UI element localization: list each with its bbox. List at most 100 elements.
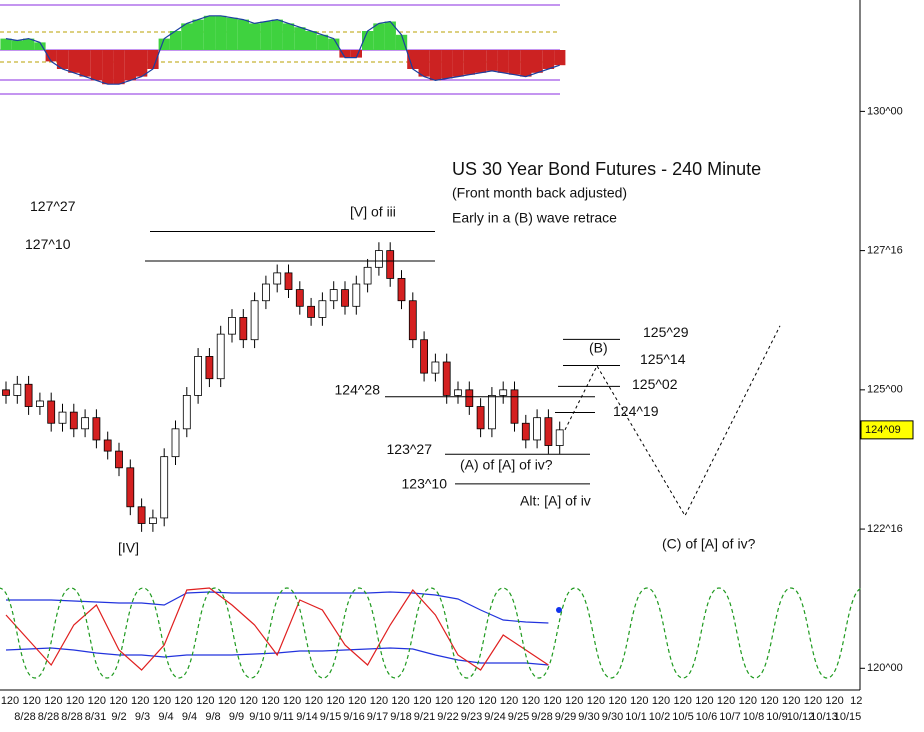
histogram-bar	[520, 50, 532, 77]
candle-body	[442, 361, 451, 396]
candle-body	[363, 266, 372, 285]
candle-body	[160, 456, 169, 519]
histogram-bar	[542, 50, 555, 69]
candle-body	[13, 383, 22, 396]
candle-body	[36, 400, 44, 407]
x-time-label: 120	[44, 695, 62, 707]
candle-body	[499, 389, 508, 396]
x-tick-label: 10/5	[672, 711, 693, 723]
x-tick-label: 9/4	[182, 711, 197, 723]
y-tick-label: 125^00	[867, 384, 903, 396]
histogram-bar	[158, 38, 170, 50]
candle-body	[69, 411, 78, 430]
histogram-bar	[68, 50, 80, 73]
candle-body	[182, 395, 191, 430]
wave-label: (C) of [A] of iv?	[662, 536, 756, 552]
histogram-bar	[169, 31, 182, 50]
x-time-label: 120	[760, 695, 778, 707]
histogram-bar	[0, 38, 12, 50]
x-time-label: 120	[522, 695, 540, 707]
x-tick-label: 9/23	[461, 711, 482, 723]
x-tick-label: 8/28	[14, 711, 35, 723]
x-time-label: 120	[109, 695, 127, 707]
x-time-label: 120	[739, 695, 757, 707]
x-time-label: 120	[305, 695, 323, 707]
chart-note: Early in a (B) wave retrace	[452, 210, 617, 226]
x-tick-label: 8/28	[61, 711, 82, 723]
wave-label: (B)	[589, 340, 608, 356]
wave-label: (A) of [A] of iv?	[460, 457, 553, 473]
candle-body	[148, 517, 157, 524]
x-time-label: 120	[674, 695, 692, 707]
histogram-bar	[249, 23, 261, 50]
histogram-bar	[339, 50, 351, 58]
histogram-bar	[463, 50, 475, 75]
candle-body	[115, 450, 123, 469]
level-label: 124^19	[613, 403, 659, 419]
candle-body	[341, 289, 349, 307]
last-price-box	[860, 420, 914, 440]
x-time-label: 120	[500, 695, 518, 707]
histogram-bar	[237, 19, 249, 50]
wave-label: [IV]	[118, 540, 139, 556]
x-time-label: 120	[1, 695, 19, 707]
candle-body	[273, 272, 282, 285]
histogram-bar	[102, 50, 114, 85]
x-time-label: 120	[174, 695, 192, 707]
candle-body	[352, 283, 361, 307]
x-time-label: 120	[413, 695, 431, 707]
candle-body	[329, 289, 338, 302]
x-tick-label: 9/16	[343, 711, 364, 723]
histogram-bar	[305, 31, 317, 50]
candle-body	[487, 395, 496, 430]
histogram-bar	[418, 50, 430, 77]
level-label: 123^10	[402, 476, 448, 492]
x-tick-label: 9/3	[135, 711, 150, 723]
histogram-bar	[11, 40, 23, 50]
candle-body	[386, 250, 395, 279]
histogram-bar	[441, 50, 453, 79]
x-tick-label: 9/22	[437, 711, 458, 723]
candle-body	[397, 278, 406, 302]
x-time-label: 120	[391, 695, 409, 707]
x-time-label: 120	[326, 695, 344, 707]
candle-body	[137, 506, 146, 524]
y-tick-label: 130^00	[867, 105, 903, 117]
x-tick-label: 9/21	[414, 711, 435, 723]
wave-label: [V] of iii	[350, 204, 396, 220]
histogram-bar	[90, 50, 103, 81]
candle-body	[126, 467, 135, 508]
histogram-bar	[260, 21, 272, 50]
candle-body	[205, 356, 214, 380]
candle-body	[420, 339, 429, 374]
candle-body	[476, 406, 485, 430]
chart-title: US 30 Year Bond Futures - 240 Minute	[452, 159, 761, 179]
histogram-bar	[113, 50, 125, 85]
candle-body	[194, 356, 203, 396]
candle-body	[92, 417, 101, 441]
candle-body	[465, 389, 474, 407]
histogram-bar	[328, 38, 340, 50]
x-time-label: 120	[370, 695, 388, 707]
x-tick-label: 9/4	[158, 711, 173, 723]
x-tick-label: 9/11	[273, 711, 294, 723]
histogram-bar	[271, 19, 283, 50]
x-tick-label: 9/24	[484, 711, 505, 723]
histogram-bar	[429, 50, 442, 81]
candle-body	[47, 400, 56, 424]
x-tick-label: 10/6	[696, 711, 717, 723]
candle-body	[24, 383, 33, 407]
x-tick-label: 10/9	[766, 711, 787, 723]
histogram-bar	[475, 50, 487, 73]
histogram-bar	[395, 34, 408, 50]
candle-body	[408, 300, 417, 341]
histogram-bar	[23, 38, 35, 50]
candle-body	[250, 300, 259, 341]
x-tick-label: 10/13	[810, 711, 838, 723]
x-time-label: 120	[717, 695, 735, 707]
candle-body	[431, 361, 440, 374]
last-price-label: 124^09	[865, 424, 901, 436]
histogram-bar	[147, 50, 159, 69]
